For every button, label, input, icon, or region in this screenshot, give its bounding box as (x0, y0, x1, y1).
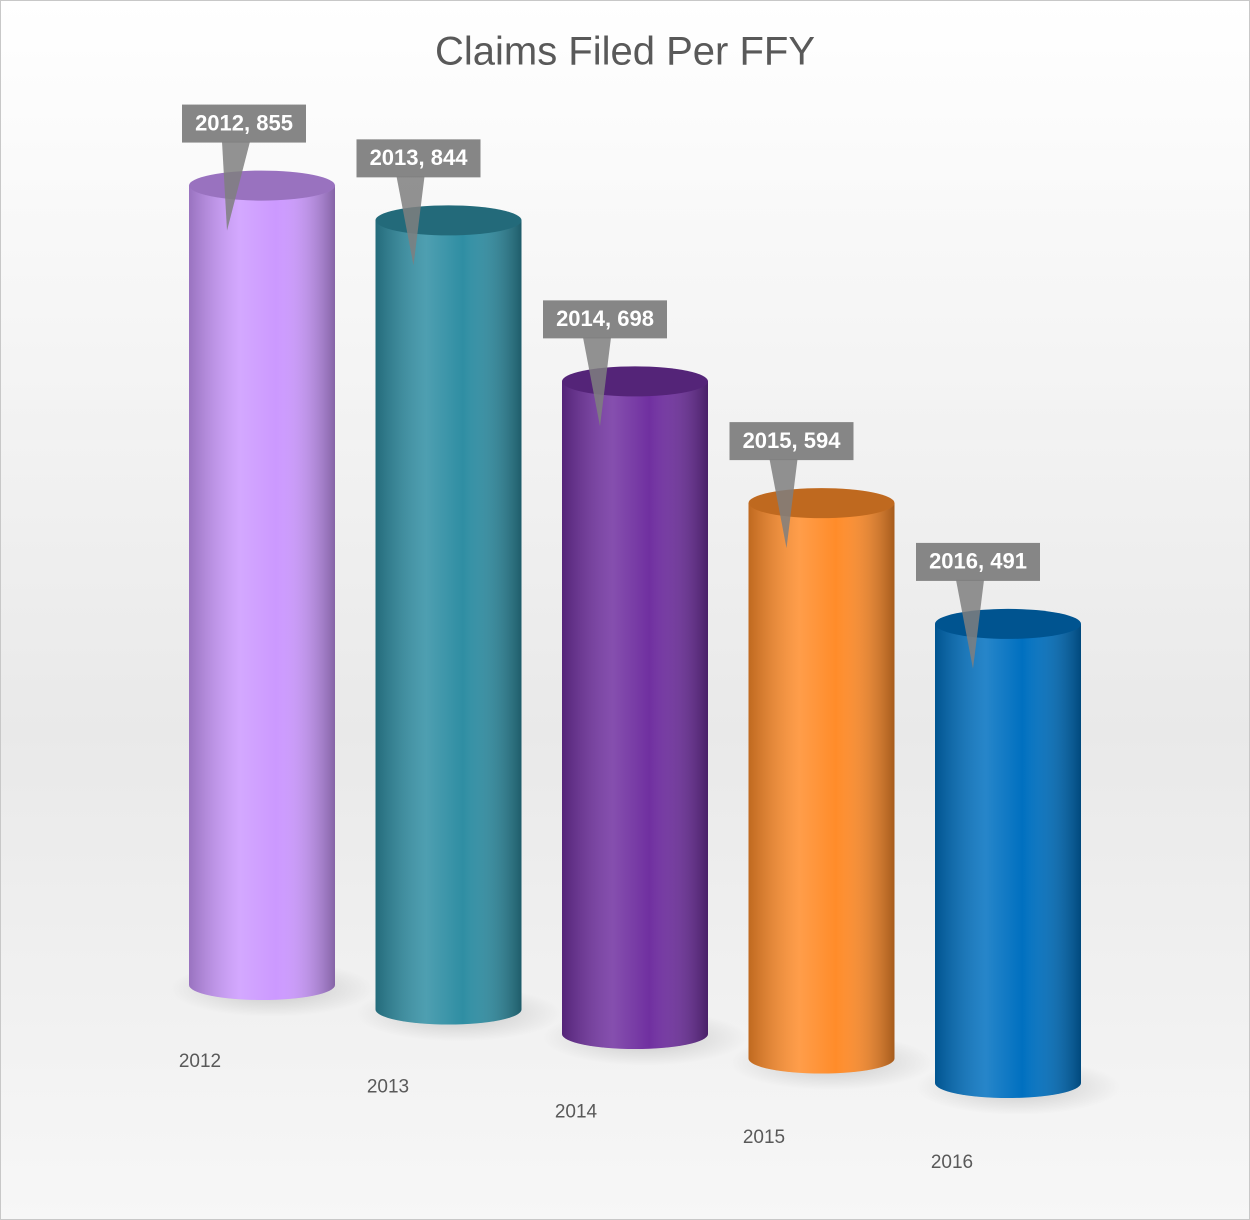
cylinder-top-shade (935, 608, 1081, 639)
x-tick-label: 2013 (367, 1076, 409, 1097)
cylinder-shade (189, 185, 335, 1000)
chart-title: Claims Filed Per FFY (435, 30, 815, 74)
callout-pointer (583, 337, 611, 427)
cylinder (748, 488, 895, 1074)
callout-box (729, 422, 854, 461)
x-tick-label: 2016 (931, 1152, 973, 1173)
x-tick-label: 2012 (179, 1051, 221, 1072)
data-label: 2015, 594 (743, 428, 842, 453)
callout-pointer (769, 459, 798, 549)
callout-pointer (396, 176, 425, 266)
cylinder-top-shade (375, 205, 522, 236)
cylinder-top-shade (189, 170, 335, 201)
cylinder (935, 608, 1081, 1098)
cylinder (189, 170, 335, 1000)
cylinder-shade (935, 623, 1081, 1098)
data-label: 2013, 844 (370, 145, 469, 170)
cylinder-shade (562, 381, 708, 1049)
callout-box (543, 300, 667, 339)
callout-box (356, 139, 481, 178)
x-tick-label: 2014 (555, 1102, 598, 1123)
callout-pointer (222, 141, 250, 231)
cylinder-top-shade (562, 366, 708, 397)
data-label: 2016, 491 (929, 549, 1027, 574)
cylinder (562, 366, 708, 1049)
callout-box (916, 542, 1040, 581)
cylinder-shade (375, 220, 522, 1025)
callout-pointer (956, 579, 984, 669)
cylinder (375, 205, 522, 1025)
callout-box (182, 104, 306, 143)
cylinder-top-shade (748, 488, 895, 519)
data-label: 2014, 698 (556, 306, 654, 331)
cylinder-shade (748, 503, 895, 1074)
data-label: 2012, 855 (195, 110, 293, 135)
x-tick-label: 2015 (743, 1127, 785, 1148)
